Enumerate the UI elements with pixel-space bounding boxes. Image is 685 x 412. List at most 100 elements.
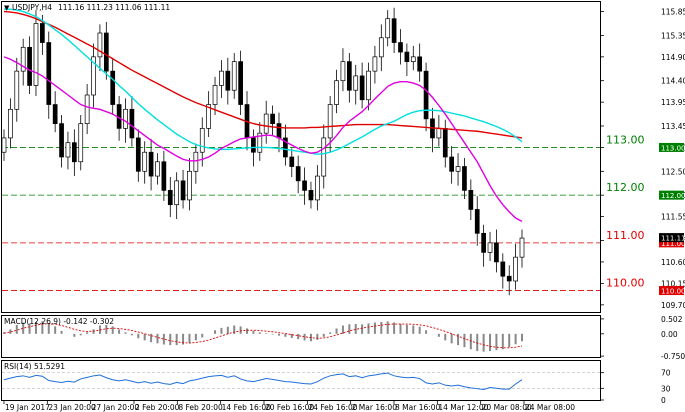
candle-body [321, 137, 327, 177]
candle-body [283, 137, 288, 158]
candle-body [33, 23, 39, 86]
candle-body [193, 151, 199, 172]
candle-body [91, 56, 96, 96]
time-tick-label: 2 Feb 20:00 [135, 403, 180, 412]
rsi-panel [1, 360, 601, 401]
candle-body [270, 113, 275, 124]
dropdown-triangle-icon[interactable]: ▼ [4, 4, 10, 12]
candle-body [468, 190, 474, 210]
time-tick-label: 27 Jan 20:00 [92, 403, 140, 412]
time-tick-label: 8 Mar 16:00 [395, 403, 441, 412]
support-resistance-levels: 113.00 112.00 111.00 110.00 [2, 133, 645, 291]
level-tag [659, 238, 684, 248]
level-tag [659, 142, 684, 152]
level-tag-label: 113.00 [661, 144, 685, 152]
candle-body [334, 80, 339, 105]
candle-body [346, 61, 352, 91]
level-label: 111.00 [606, 229, 645, 242]
price-axis: 115.85 115.35 114.90 114.40 113.95 113.45 113.… [600, 8, 685, 310]
candle-body [366, 70, 371, 101]
level-label: 112.00 [606, 181, 645, 194]
candle-body [238, 61, 243, 105]
current-price-tag [659, 233, 684, 243]
candle-body [174, 180, 180, 206]
time-tick-label: 2 Mar 16:00 [352, 403, 398, 412]
time-tick-label: 14 Feb 16:00 [222, 403, 271, 412]
candle-body [142, 151, 148, 172]
level-tag-label: 110.00 [661, 288, 685, 296]
candle-body [398, 42, 403, 53]
candle-body [500, 261, 506, 277]
candle-body [474, 209, 480, 234]
candle-body [20, 46, 26, 72]
candle-body [206, 104, 211, 129]
rsi-indicator: 70 30 0 [2, 369, 671, 405]
current-price-label: 111.11 [661, 235, 685, 243]
candle-body [27, 46, 32, 86]
candle-body [110, 70, 116, 105]
candle-body [481, 232, 486, 253]
candle-body [391, 18, 397, 43]
candle-body [423, 70, 429, 120]
candle-body [513, 256, 518, 282]
candle-body [404, 51, 410, 62]
moving-average-line [4, 8, 523, 155]
candle-body [8, 108, 13, 139]
time-tick-label: 8 Feb 20:00 [178, 403, 223, 412]
candle-body [519, 237, 525, 258]
candle-body [436, 128, 442, 139]
candle-body [308, 190, 314, 201]
candle-body [378, 37, 384, 58]
candle-body [225, 70, 231, 91]
ohlc-label: 111.16 111.23 111.06 111.11 [58, 3, 170, 12]
moving-average-line [3, 10, 523, 139]
candle-body [487, 242, 493, 253]
rsi-label: RSI(14) 51.5291 [4, 362, 65, 371]
price-tick-label: 112.50 [661, 167, 685, 176]
candle-body [417, 56, 423, 72]
candle-body [295, 166, 301, 182]
price-tick-label: 110.60 [661, 258, 685, 267]
candle-body [71, 142, 77, 163]
candle-body [462, 166, 467, 191]
candle-body [103, 32, 109, 72]
candle-body [289, 156, 295, 167]
candle-body [231, 61, 237, 91]
price-tick-label: 115.35 [661, 31, 685, 40]
level-tag [659, 190, 684, 200]
price-tick-label: 113.45 [661, 122, 685, 131]
candle-body [148, 151, 154, 177]
price-tick-label: 114.90 [661, 53, 685, 62]
price-tick-label: 115.85 [661, 8, 685, 17]
candle-body [340, 61, 346, 82]
time-tick-label: 24 Mar 08:00 [525, 403, 575, 412]
candle-body [1, 137, 7, 153]
time-tick-label: 23 Jan 20:00 [48, 403, 96, 412]
candle-body [46, 42, 52, 105]
candle-body [251, 137, 256, 153]
candle-body [353, 75, 359, 91]
candle-body [359, 75, 365, 101]
moving-average-line [3, 56, 523, 223]
price-tick-label: 114.40 [661, 77, 685, 86]
time-tick-label: 24 Feb 16:00 [308, 403, 357, 412]
price-tick-label: 113.95 [661, 98, 685, 107]
candle-body [167, 190, 173, 206]
macd-panel [1, 315, 601, 358]
price-tick-label: 111.55 [661, 213, 685, 222]
rsi-tick-label: 30 [661, 384, 671, 393]
candle-body [129, 108, 135, 139]
candle-body [257, 132, 263, 153]
candle-body [449, 156, 455, 172]
macd-tick-label: -0.750 [661, 352, 685, 361]
candle-body [199, 128, 205, 153]
price-tick-label: 110.15 [661, 279, 685, 288]
time-tick-label: 14 Mar 12:00 [438, 403, 488, 412]
level-tag-label: 112.00 [661, 192, 685, 200]
candle-body [14, 70, 20, 110]
candle-body [302, 180, 307, 191]
time-tick-label: 20 Feb 16:00 [265, 403, 314, 412]
candle-body [155, 161, 160, 177]
candle-body [52, 104, 58, 124]
